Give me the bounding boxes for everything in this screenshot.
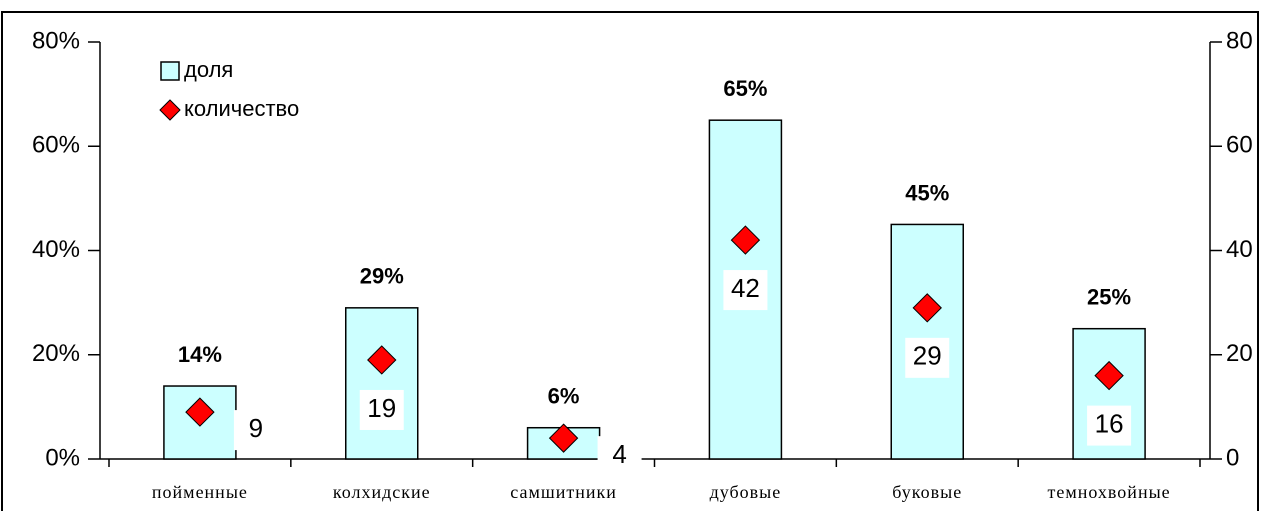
y2-tick-label: 80 — [1226, 27, 1253, 54]
marker — [730, 225, 761, 255]
bar-label: 45% — [905, 180, 949, 205]
y2-tick-label: 60 — [1226, 132, 1253, 159]
bar-label: 25% — [1087, 285, 1131, 310]
marker — [548, 423, 579, 453]
value-label-box — [905, 337, 950, 378]
y-tick-label: 60% — [32, 132, 80, 159]
marker — [185, 397, 215, 427]
y2-tick-label: 0 — [1226, 444, 1239, 471]
value-label: 16 — [1095, 408, 1124, 438]
marker — [912, 293, 942, 323]
legend-label: доля — [184, 57, 233, 82]
y-tick-label: 0% — [45, 444, 80, 471]
value-label-box — [723, 270, 768, 311]
frame — [1, 11, 1259, 511]
value-label-box — [359, 389, 404, 430]
x-tick-label: буковые — [892, 482, 962, 502]
legend-swatch — [159, 99, 181, 121]
marker — [367, 345, 397, 375]
value-label: 4 — [612, 439, 626, 469]
bar-label: 6% — [548, 384, 580, 409]
bar-label: 65% — [723, 76, 767, 101]
value-label: 19 — [367, 393, 396, 423]
y2-tick-label: 40 — [1226, 236, 1253, 263]
value-label: 42 — [731, 273, 760, 303]
bar-label: 14% — [178, 342, 222, 367]
legend-swatch — [160, 61, 180, 81]
x-tick-label: пойменные — [152, 482, 248, 502]
x-tick-label: колхидские — [333, 482, 431, 502]
value-label-box — [1087, 405, 1132, 446]
value-label: 9 — [249, 413, 263, 443]
legend-label: количество — [184, 96, 299, 121]
y-tick-label: 80% — [32, 27, 80, 54]
marker — [1094, 360, 1124, 391]
bar-label: 29% — [360, 264, 404, 289]
x-tick-label: темнохвойные — [1048, 482, 1171, 502]
bar — [345, 307, 419, 460]
y2-tick-label: 20 — [1226, 340, 1253, 367]
x-tick-label: дубовые — [710, 482, 782, 502]
y-tick-label: 40% — [32, 236, 80, 263]
value-label-box — [597, 436, 642, 477]
value-label-box — [233, 410, 278, 451]
x-tick-label: самшитники — [510, 482, 617, 502]
value-label: 29 — [913, 341, 942, 371]
y-tick-label: 20% — [32, 340, 80, 367]
